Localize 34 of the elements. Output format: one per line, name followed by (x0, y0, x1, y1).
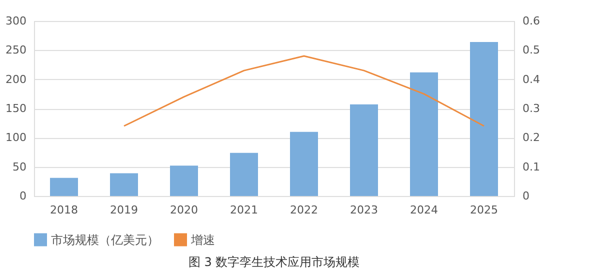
line-series (123, 55, 485, 127)
legend-label: 增速 (190, 232, 215, 247)
x-tick-label: 2019 (110, 204, 138, 216)
x-tick-label: 2023 (350, 204, 378, 216)
y2-tick-label: 0.4 (522, 72, 540, 86)
y-tick-label: 300 (6, 14, 26, 28)
y-tick-label: 250 (6, 44, 26, 57)
bar (290, 132, 318, 196)
x-tick-label: 2020 (170, 204, 198, 216)
bar (230, 152, 258, 196)
bar (410, 72, 438, 196)
x-tick-label: 2018 (50, 204, 78, 216)
bar (110, 173, 138, 196)
y2-tick-label: 0.5 (522, 44, 540, 57)
y-tick-label: 150 (6, 102, 26, 115)
y-tick-label: 100 (6, 131, 26, 144)
bar (50, 178, 78, 196)
y-tick-label: 200 (6, 72, 26, 86)
x-tick-label: 2024 (410, 204, 438, 216)
y2-tick-label: 0.3 (522, 102, 540, 115)
legend-label: 市场规模（亿美元） (51, 232, 159, 247)
y2-tick-label: 0.1 (522, 160, 540, 174)
y-tick-label: 0 (20, 190, 26, 202)
bar (470, 42, 498, 196)
x-tick-label: 2022 (290, 204, 318, 216)
y-tick-label: 50 (12, 160, 26, 174)
bar (170, 166, 198, 196)
x-tick-label: 2025 (470, 204, 498, 216)
x-tick-label: 2021 (230, 204, 258, 216)
text: 图 3 数字孪生技术应用市场规模 (188, 255, 360, 269)
bar (350, 104, 378, 196)
y2-tick-label: 0 (522, 190, 530, 202)
y2-tick-label: 0.2 (522, 131, 540, 144)
y2-tick-label: 0.6 (522, 14, 540, 28)
